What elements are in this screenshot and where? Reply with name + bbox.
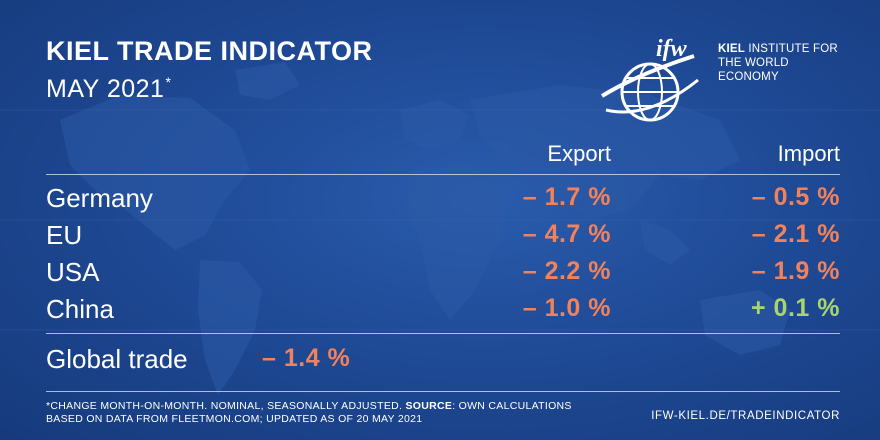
divider-top xyxy=(46,174,840,175)
logo-name-bold: KIEL xyxy=(718,43,745,55)
export-value: – 4.7 % xyxy=(522,220,611,248)
import-value: – 1.9 % xyxy=(751,257,840,285)
logo-mark-text: ifw xyxy=(656,36,688,62)
table-row-usa: USA – 2.2 % – 1.9 % xyxy=(0,257,880,293)
table-row-china: China – 1.0 % + 0.1 % xyxy=(0,294,880,330)
footnote-marker: * xyxy=(165,74,172,90)
import-value: – 2.1 % xyxy=(751,220,840,248)
row-label: USA xyxy=(46,257,100,287)
export-column-header: Export xyxy=(547,141,611,166)
row-label: China xyxy=(46,294,114,324)
import-value: + 0.1 % xyxy=(751,294,840,322)
logo-institute-name: KIEL INSTITUTE FOR THE WORLD ECONOMY xyxy=(718,42,848,84)
footnote-source-text: : OWN CALCULATIONS BASED ON DATA FROM FL… xyxy=(46,400,572,425)
export-value: – 1.7 % xyxy=(522,183,611,211)
import-value: – 0.5 % xyxy=(751,183,840,211)
globe-logo-icon: ifw xyxy=(600,36,699,122)
import-column-header: Import xyxy=(777,141,840,166)
page-title: KIEL TRADE INDICATOR xyxy=(46,36,373,66)
logo-name-line2: THE WORLD ECONOMY xyxy=(718,57,789,83)
divider-middle xyxy=(46,333,840,334)
footnote-source-label: SOURCE xyxy=(405,400,453,412)
export-value: – 1.0 % xyxy=(522,294,611,322)
footnote-text: *CHANGE MONTH-ON-MONTH. NOMINAL, SEASONA… xyxy=(46,400,406,412)
page-subtitle: MAY 2021* xyxy=(46,74,171,104)
table-row-eu: EU – 4.7 % – 2.1 % xyxy=(0,220,880,256)
table-row-germany: Germany – 1.7 % – 0.5 % xyxy=(0,183,880,219)
divider-bottom xyxy=(46,391,840,392)
global-trade-value: – 1.4 % xyxy=(262,344,351,372)
ifw-logo: ifw KIEL INSTITUTE FOR THE WORLD ECONOMY xyxy=(598,34,848,124)
row-label: Germany xyxy=(46,183,153,213)
row-label: EU xyxy=(46,220,83,250)
logo-name-rest: INSTITUTE FOR xyxy=(748,43,838,55)
website-link[interactable]: IFW-KIEL.DE/TRADEINDICATOR xyxy=(651,410,840,422)
subtitle-date: MAY 2021 xyxy=(46,75,165,103)
export-value: – 2.2 % xyxy=(522,257,611,285)
footnote: *CHANGE MONTH-ON-MONTH. NOMINAL, SEASONA… xyxy=(46,400,606,426)
global-trade-label: Global trade xyxy=(46,344,188,374)
